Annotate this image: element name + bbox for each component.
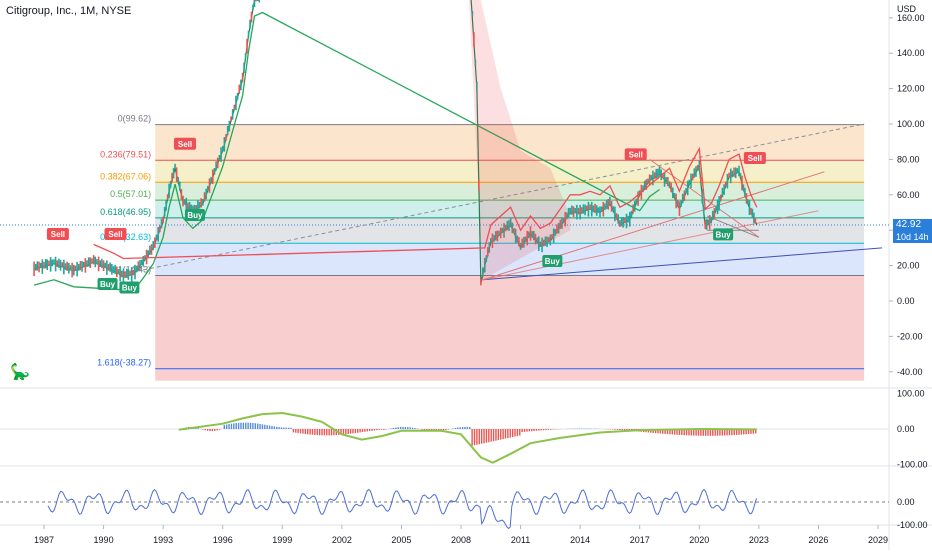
buy-signal xyxy=(184,208,205,221)
price-axis-label: 0.00 xyxy=(897,296,915,306)
last-price-badge: 42.92 10d 14h xyxy=(893,219,932,243)
buy-signal-label: Buy xyxy=(122,284,138,293)
buy-signal xyxy=(542,254,563,267)
momentum-panel: 100.00 0.00 -100.00 xyxy=(0,389,928,469)
price-axis-label: 60.00 xyxy=(897,190,920,200)
sell-signal-label: Sell xyxy=(51,230,65,239)
fib-level-label: 0.618(46.95) xyxy=(100,207,151,217)
fib-band xyxy=(155,160,865,183)
oscillator-panel: 0.00 -100.00 xyxy=(0,488,928,530)
time-axis-label: 2020 xyxy=(689,535,709,545)
price-axis-label: 120.00 xyxy=(897,84,925,94)
sell-signal-label: Sell xyxy=(178,140,192,149)
time-axis-label: 1990 xyxy=(94,535,114,545)
fib-level-label: 1.618(-38.27) xyxy=(97,358,151,368)
time-axis[interactable]: 1987 1990 1993 1996 1999 2002 2005 2008 2011 2014… xyxy=(34,525,888,545)
momentum-curve xyxy=(178,411,757,464)
tradingview-logo-icon: 🦕 xyxy=(10,364,30,381)
momentum-axis-label: 0.00 xyxy=(897,424,915,434)
price-axis-label: 20.00 xyxy=(897,261,920,271)
fib-band xyxy=(155,368,865,381)
trendline-channel xyxy=(482,171,825,281)
sell-signal-label: Sell xyxy=(748,154,762,163)
price-axis-label: -40.00 xyxy=(897,367,923,377)
fib-level-label: 0.382(67.06) xyxy=(100,171,151,181)
buy-signal-label: Buy xyxy=(187,211,203,220)
buy-signal xyxy=(119,281,140,294)
buy-signal-label: Buy xyxy=(716,230,732,239)
buy-signal-label: Buy xyxy=(545,257,561,266)
stop-line-red xyxy=(93,146,758,260)
fib-band xyxy=(155,243,865,276)
price-axis-label: 100.00 xyxy=(897,119,925,129)
time-axis-label: 1996 xyxy=(213,535,233,545)
trendlines[interactable] xyxy=(129,123,883,281)
buy-signal-label: Buy xyxy=(100,280,116,289)
momentum-axis-label: -100.00 xyxy=(897,459,928,469)
buy-signal xyxy=(713,228,734,241)
price-axis-label: 140.00 xyxy=(897,48,925,58)
chart-title: Citigroup, Inc., 1M, NYSE xyxy=(6,5,132,17)
time-axis-label: 2014 xyxy=(570,535,590,545)
price-axis-label: 80.00 xyxy=(897,154,920,164)
time-axis-label: 1993 xyxy=(153,535,173,545)
trendline-channel xyxy=(482,210,819,281)
trendline-dashed xyxy=(129,123,865,274)
bar-countdown: 10d 14h xyxy=(896,232,929,242)
fib-level-label: 0(99.62) xyxy=(118,114,152,124)
momentum-axis-label: 100.00 xyxy=(897,389,925,399)
sell-signal xyxy=(104,228,127,241)
signals: Sell Sell Sell Sell Sell Buy Buy Buy Buy Buy xyxy=(46,137,766,294)
oscillator-axis-label: 0.00 xyxy=(897,497,915,507)
sell-signal xyxy=(46,228,69,241)
fib-band xyxy=(155,200,865,218)
time-axis-label: 2008 xyxy=(451,535,471,545)
time-axis-label: 2017 xyxy=(630,535,650,545)
supertrend-fill-red xyxy=(468,0,571,280)
sell-signal-label: Sell xyxy=(108,230,122,239)
time-axis-label: 2011 xyxy=(511,535,530,545)
trendline-support xyxy=(482,247,883,281)
time-axis-label: 1999 xyxy=(272,535,292,545)
time-axis-label: 2029 xyxy=(868,535,888,545)
oscillator-axis-label: -100.00 xyxy=(897,520,928,530)
time-axis-label: 2002 xyxy=(332,535,352,545)
sell-signal xyxy=(743,151,766,164)
price-axis-label: -20.00 xyxy=(897,331,923,341)
time-axis-label: 1987 xyxy=(34,535,54,545)
last-price: 42.92 xyxy=(896,219,922,230)
fib-level-label: 0.5(57.01) xyxy=(110,189,151,199)
buy-signal xyxy=(97,277,118,290)
fib-level-label: 0.236(79.51) xyxy=(100,149,151,159)
fib-band xyxy=(155,182,865,201)
time-axis-label: 2023 xyxy=(749,535,769,545)
currency-label: USD xyxy=(897,4,917,14)
price-axis-label: 160.00 xyxy=(897,13,925,23)
sell-signal xyxy=(624,148,647,161)
time-axis-label: 2005 xyxy=(391,535,411,545)
fib-band xyxy=(155,275,865,369)
sell-signal-label: Sell xyxy=(629,150,643,159)
sell-signal xyxy=(173,137,196,150)
trendline-wedge xyxy=(707,215,760,238)
oscillator-line xyxy=(47,488,757,530)
time-axis-label: 2026 xyxy=(808,535,828,545)
